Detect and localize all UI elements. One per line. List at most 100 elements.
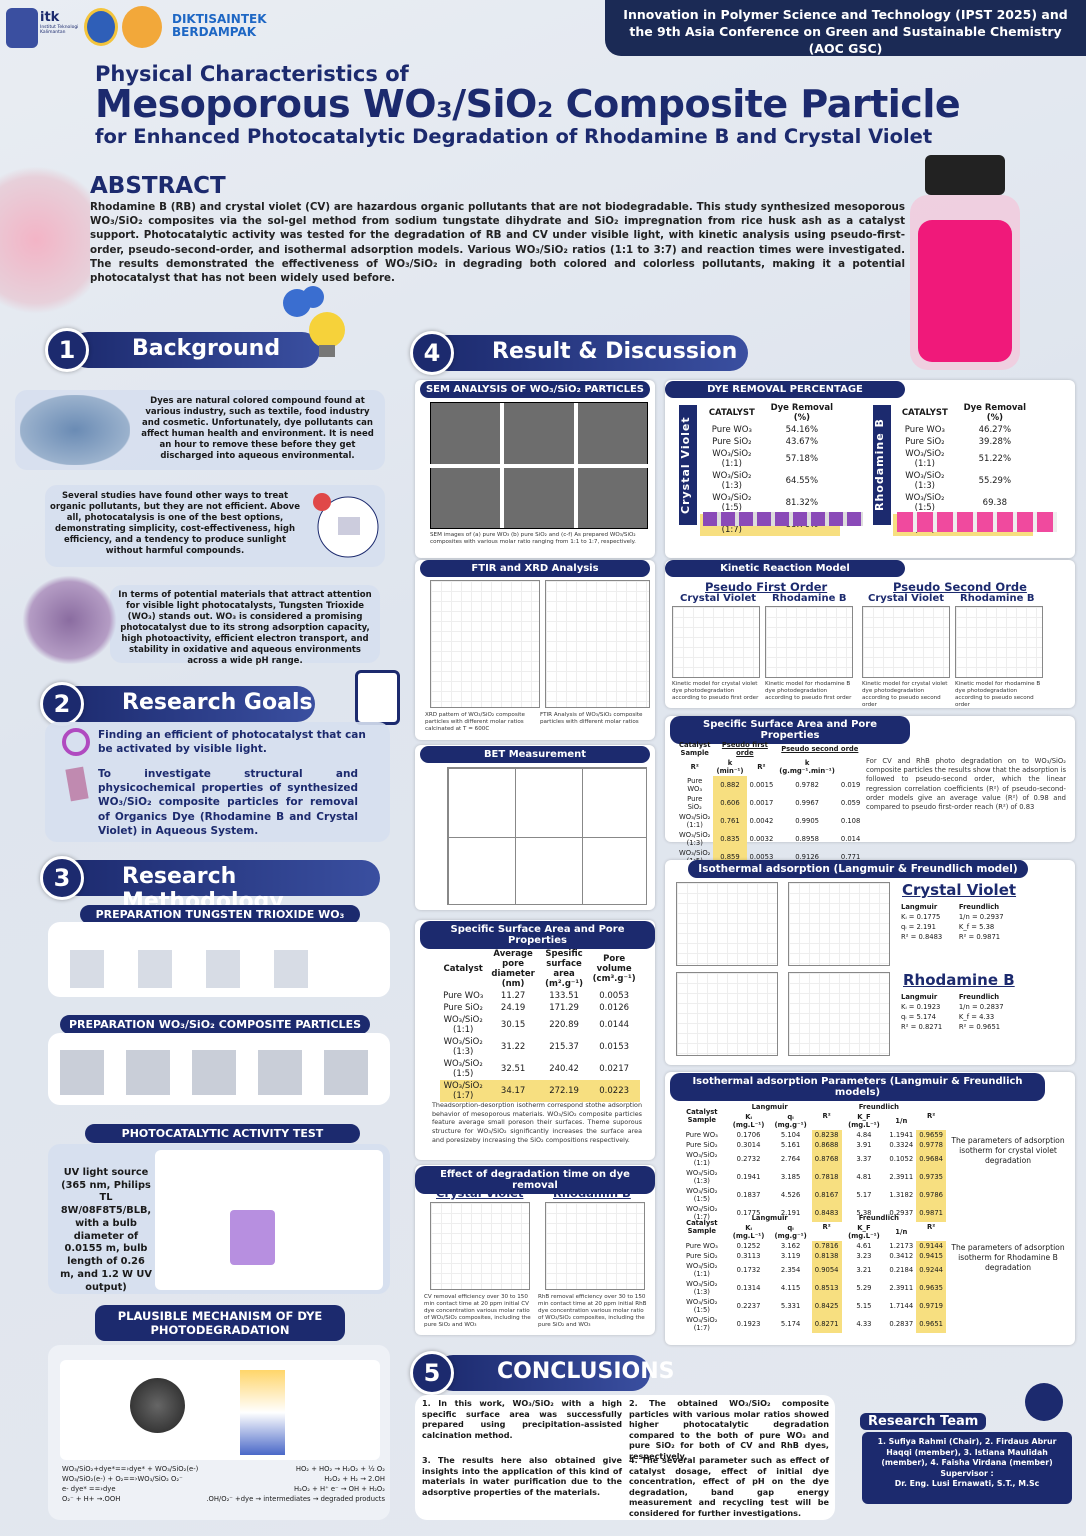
table-cell: 0.2732 (736, 1155, 761, 1163)
table-cell: 133.51 (549, 991, 579, 1001)
table-cell: 1.7144 (889, 1302, 914, 1310)
equation: WO₃/SiO₂(e-) + O₂==›WO₃/SiO₂ O₂⁻ (62, 1474, 183, 1483)
table-cell: 51.22% (978, 454, 1012, 464)
table-cell: 0.9735 (916, 1168, 946, 1186)
equation: .OH/O₂⁻ +dye → intermediates → degraded … (206, 1494, 385, 1503)
section-number: 2 (40, 682, 84, 726)
conclusion-item: 3. The results here also obtained give i… (422, 1455, 622, 1497)
table-header: Pseudo second orde (781, 745, 859, 753)
mechanism-diagram (60, 1360, 380, 1460)
table-row: Pure SiO₂ 0.606 0.0017 0.9967 0.059 (676, 794, 863, 812)
table-cell: 215.37 (549, 1042, 579, 1052)
table-header: CATALYST (901, 408, 948, 418)
table-row: Pure SiO₂ 0.3014 5.161 0.8688 3.91 0.3324 0.97… (676, 1140, 946, 1150)
logo-emblem (6, 8, 38, 48)
table-cell: 0.9415 (916, 1251, 946, 1261)
table-header: Catalyst Sample (686, 1219, 718, 1235)
table-cell: 1.2173 (889, 1242, 914, 1250)
table-cell: 5.38 (856, 1209, 872, 1217)
section-heading: CONCLUSIONS (435, 1355, 675, 1391)
caption: FTIR Analysis of WO₃/SiO₂ composite part… (540, 712, 643, 725)
table-header-row: Langmuir Freundlich (898, 992, 1018, 1002)
caption: RhB removal efficiency over 30 to 150 mi… (538, 1294, 647, 1328)
section-number: 4 (410, 331, 454, 375)
panel-title: Effect of degradation time on dye remova… (415, 1166, 655, 1194)
conclusion-item: 2. The obtained WO₃/SiO₂ composite parti… (629, 1398, 829, 1461)
equation: WO₃/SiO₂+dye*==›dye* + WO₃/SiO₂(e-) (62, 1465, 199, 1473)
table-cell: Pure WO₃ (443, 991, 484, 1001)
equipment (60, 1050, 380, 1095)
table-cell: 0.8483 (811, 1204, 842, 1222)
table-header-row: Catalyst Sample Langmuir R² Freundlich R² (676, 1102, 946, 1124)
section-number: 3 (40, 856, 84, 900)
bet-charts (447, 767, 647, 905)
table-cell: 0.9635 (916, 1279, 946, 1297)
table-cell: Kₗ = 0.1775 (901, 913, 941, 921)
table-row: Kₗ = 0.1775 1/n = 0.2937 (898, 912, 1018, 922)
table-cell: WO₃/SiO₂ (1:3) (905, 471, 945, 491)
kinetic-sub: Rhodamine B (772, 593, 847, 604)
table-header: Langmuir (901, 993, 938, 1001)
table-row: WO₃/SiO₂ (1:5) 0.1837 4.526 0.8167 5.17 1.318… (676, 1186, 946, 1204)
table-cell: 3.21 (856, 1266, 872, 1274)
table-cell: 0.0017 (749, 799, 774, 807)
table-row: WO₃/SiO₂ (1:3) 0.835 0.0032 0.8958 0.014 (676, 830, 863, 848)
table-cell: 0.1314 (736, 1284, 761, 1292)
table-row: WO₃/SiO₂ (1:1) 30.15 220.89 0.0144 (440, 1014, 640, 1036)
table-header: k (g.mg⁻¹.min⁻¹) (779, 759, 835, 775)
table-cell: 1/n = 0.2937 (958, 913, 1004, 921)
table-cell: 32.51 (500, 1064, 526, 1074)
table-row: WO₃/SiO₂ (1:1) 51.22% (893, 448, 1033, 470)
table-cell: Pure SiO₂ (712, 437, 752, 447)
sub-heading: PHOTOCATALYTIC ACTIVITY TEST (85, 1124, 360, 1143)
kinetic-chart (862, 606, 950, 678)
section-heading: Research Methodology (60, 860, 380, 914)
isotherm-chart (788, 882, 890, 966)
isotherm-chart (676, 972, 778, 1056)
isotherm-dye: Crystal Violet (902, 881, 1017, 899)
ssa-table: Catalyst Average pore diameter (nm) Spesif… (440, 948, 640, 1102)
table-cell: WO₃/SiO₂ (1:7) (440, 1080, 487, 1102)
equation: HO₂ + HO₂ → H₂O₂ + ½ O₂ (295, 1465, 385, 1473)
table-header: 1/n (895, 1228, 908, 1236)
table-cell: 0.761 (713, 812, 747, 830)
effect-chart (545, 1202, 645, 1290)
table-header: K_F (mg.L⁻¹) (848, 1224, 880, 1240)
table-header: Catalyst Sample (686, 1108, 718, 1124)
kinetic-sub: Crystal Violet (868, 593, 945, 604)
caption: SEM images of (a) pure WO₃ (b) pure SiO₂… (430, 532, 636, 545)
panel-title: Specific Surface Area and Pore Propertie… (420, 921, 655, 949)
table-cell: 0.2237 (736, 1302, 761, 1310)
table-cell: 272.19 (539, 1080, 589, 1102)
table-cell: 0.9244 (916, 1261, 946, 1279)
band-diagram (240, 1370, 285, 1455)
logo-brand-icon (122, 6, 162, 48)
table-cell: WO₃/SiO₂ (1:5) (443, 1059, 483, 1079)
table-header: qₗ (mg.g⁻¹) (774, 1224, 807, 1240)
table-cell: 0.3113 (736, 1252, 761, 1260)
table-row: qₗ = 2.191 K_f = 5.38 (898, 922, 1018, 932)
crystal-decoration (0, 150, 90, 330)
table-row: WO₃/SiO₂ (1:7) 34.17 272.19 0.0223 (440, 1080, 640, 1102)
table-row: WO₃/SiO₂ (1:3) 31.22 215.37 0.0153 (440, 1036, 640, 1058)
table-header: Langmuir (751, 1214, 788, 1222)
table-row: Pure SiO₂ 43.67% (700, 436, 840, 448)
caption: CV removal efficiency over 30 to 150 min… (424, 1294, 531, 1328)
table-cell: 34.17 (486, 1080, 540, 1102)
table-cell: R² = 0.9871 (958, 933, 1001, 941)
table-row: Pure WO₃ 54.16% (700, 424, 840, 436)
table-cell: 0.882 (713, 776, 747, 794)
equations-right: HO₂ + HO₂ → H₂O₂ + ½ O₂ H₂O₂ + H₂ → 2.OH H… (205, 1465, 385, 1504)
supervisor-label: Supervisor : (940, 1468, 994, 1478)
table-cell: 0.9126 (795, 853, 819, 861)
table-header-row: Catalyst Average pore diameter (nm) Spesif… (440, 948, 640, 990)
table-header: R² (690, 763, 699, 771)
table-header: R² (822, 1112, 831, 1120)
table-cell: R² = 0.8483 (901, 933, 943, 941)
idea-icon (283, 286, 345, 357)
photocat-text: UV light source (365 nm, Philips TL 8W/0… (60, 1167, 152, 1293)
table-cell: 4.526 (780, 1191, 801, 1199)
table-cell: 5.104 (780, 1131, 801, 1139)
title-line2: Mesoporous WO₃/SiO₂ Composite Particle (95, 82, 961, 126)
table-cell: 0.9054 (811, 1261, 842, 1279)
